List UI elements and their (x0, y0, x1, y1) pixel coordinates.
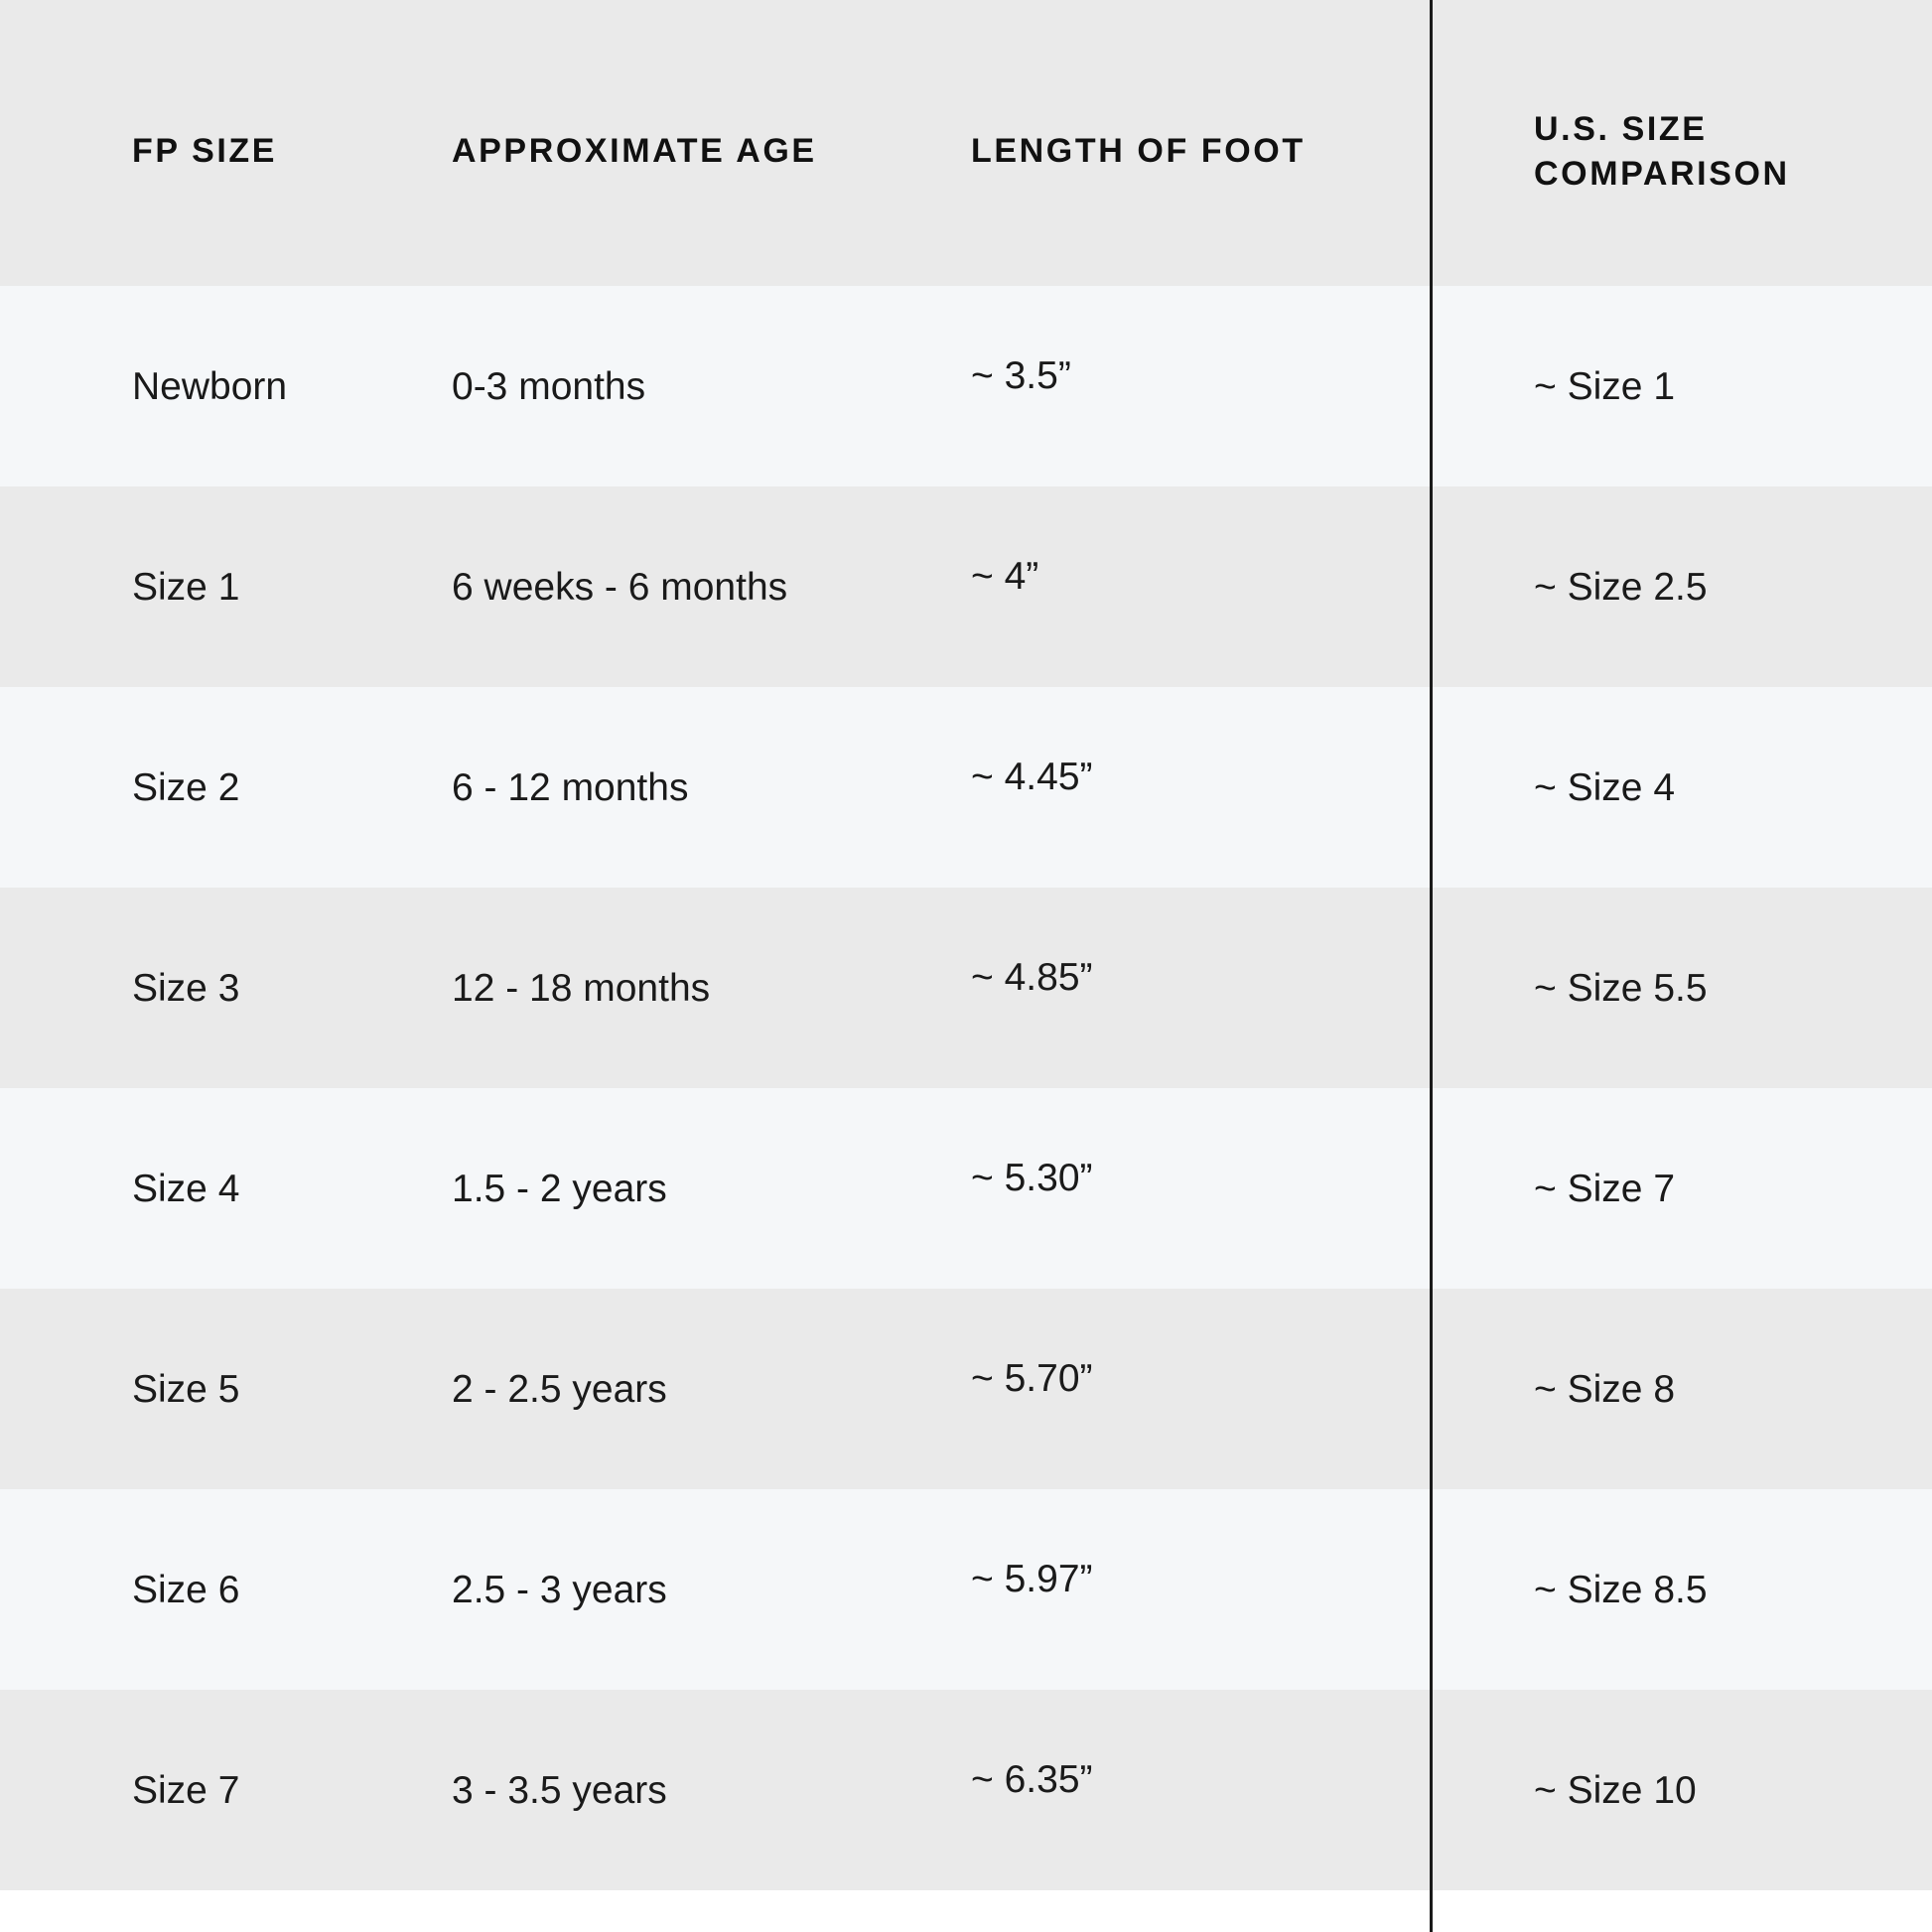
cell-approximate-age: 12 - 18 months (452, 967, 711, 1010)
cell-approximate-age: 2 - 2.5 years (452, 1368, 667, 1411)
table-row: Size 7 3 - 3.5 years ~ 6.35” ~ Size 10 (0, 1690, 1932, 1890)
cell-length-of-foot: ~ 3.5” (971, 354, 1071, 397)
cell-fp-size: Newborn (132, 365, 288, 408)
cell-fp-size: Size 3 (132, 967, 240, 1010)
column-divider (1430, 0, 1433, 1932)
cell-us-size-comparison: ~ Size 7 (1534, 1168, 1676, 1210)
table-row: Size 5 2 - 2.5 years ~ 5.70” ~ Size 8 (0, 1289, 1932, 1489)
cell-us-size-comparison: ~ Size 8.5 (1534, 1569, 1708, 1611)
cell-us-size-comparison: ~ Size 1 (1534, 365, 1676, 408)
cell-us-size-comparison: ~ Size 2.5 (1534, 566, 1708, 609)
cell-length-of-foot: ~ 4.85” (971, 956, 1093, 999)
cell-fp-size: Size 7 (132, 1769, 240, 1812)
cell-approximate-age: 6 - 12 months (452, 766, 689, 809)
cell-fp-size: Size 5 (132, 1368, 240, 1411)
table-row: Size 4 1.5 - 2 years ~ 5.30” ~ Size 7 (0, 1088, 1932, 1289)
cell-length-of-foot: ~ 5.70” (971, 1357, 1093, 1400)
cell-length-of-foot: ~ 4” (971, 555, 1039, 598)
cell-length-of-foot: ~ 4.45” (971, 756, 1093, 798)
table-row: Size 1 6 weeks - 6 months ~ 4” ~ Size 2.… (0, 486, 1932, 687)
cell-fp-size: Size 4 (132, 1168, 240, 1210)
cell-us-size-comparison: ~ Size 4 (1534, 766, 1676, 809)
cell-approximate-age: 6 weeks - 6 months (452, 566, 788, 609)
cell-us-size-comparison: ~ Size 8 (1534, 1368, 1676, 1411)
row-right-fill (1432, 286, 1932, 486)
table-row: Size 6 2.5 - 3 years ~ 5.97” ~ Size 8.5 (0, 1489, 1932, 1690)
cell-approximate-age: 3 - 3.5 years (452, 1769, 667, 1812)
cell-us-size-comparison: ~ Size 10 (1534, 1769, 1697, 1812)
row-right-fill (1432, 687, 1932, 888)
table-row: Size 2 6 - 12 months ~ 4.45” ~ Size 4 (0, 687, 1932, 888)
column-header-us-size-comparison: U.S. SIZE COMPARISON (1534, 110, 1790, 193)
cell-approximate-age: 0-3 months (452, 365, 646, 408)
cell-length-of-foot: ~ 6.35” (971, 1758, 1093, 1801)
column-header-fp-size: FP SIZE (132, 132, 278, 170)
cell-length-of-foot: ~ 5.30” (971, 1157, 1093, 1199)
cell-fp-size: Size 1 (132, 566, 240, 609)
table-row: Newborn 0-3 months ~ 3.5” ~ Size 1 (0, 286, 1932, 486)
cell-fp-size: Size 2 (132, 766, 240, 809)
table-header-row: FP SIZE APPROXIMATE AGE LENGTH OF FOOT U… (0, 0, 1932, 286)
row-right-fill (1432, 1489, 1932, 1690)
row-right-fill (1432, 1088, 1932, 1289)
cell-us-size-comparison: ~ Size 5.5 (1534, 967, 1708, 1010)
cell-approximate-age: 1.5 - 2 years (452, 1168, 667, 1210)
cell-length-of-foot: ~ 5.97” (971, 1558, 1093, 1600)
table-body: Newborn 0-3 months ~ 3.5” ~ Size 1 Size … (0, 286, 1932, 1890)
cell-fp-size: Size 6 (132, 1569, 240, 1611)
column-header-length-of-foot: LENGTH OF FOOT (971, 132, 1306, 170)
cell-approximate-age: 2.5 - 3 years (452, 1569, 667, 1611)
column-header-approximate-age: APPROXIMATE AGE (452, 132, 817, 170)
table-row: Size 3 12 - 18 months ~ 4.85” ~ Size 5.5 (0, 888, 1932, 1088)
